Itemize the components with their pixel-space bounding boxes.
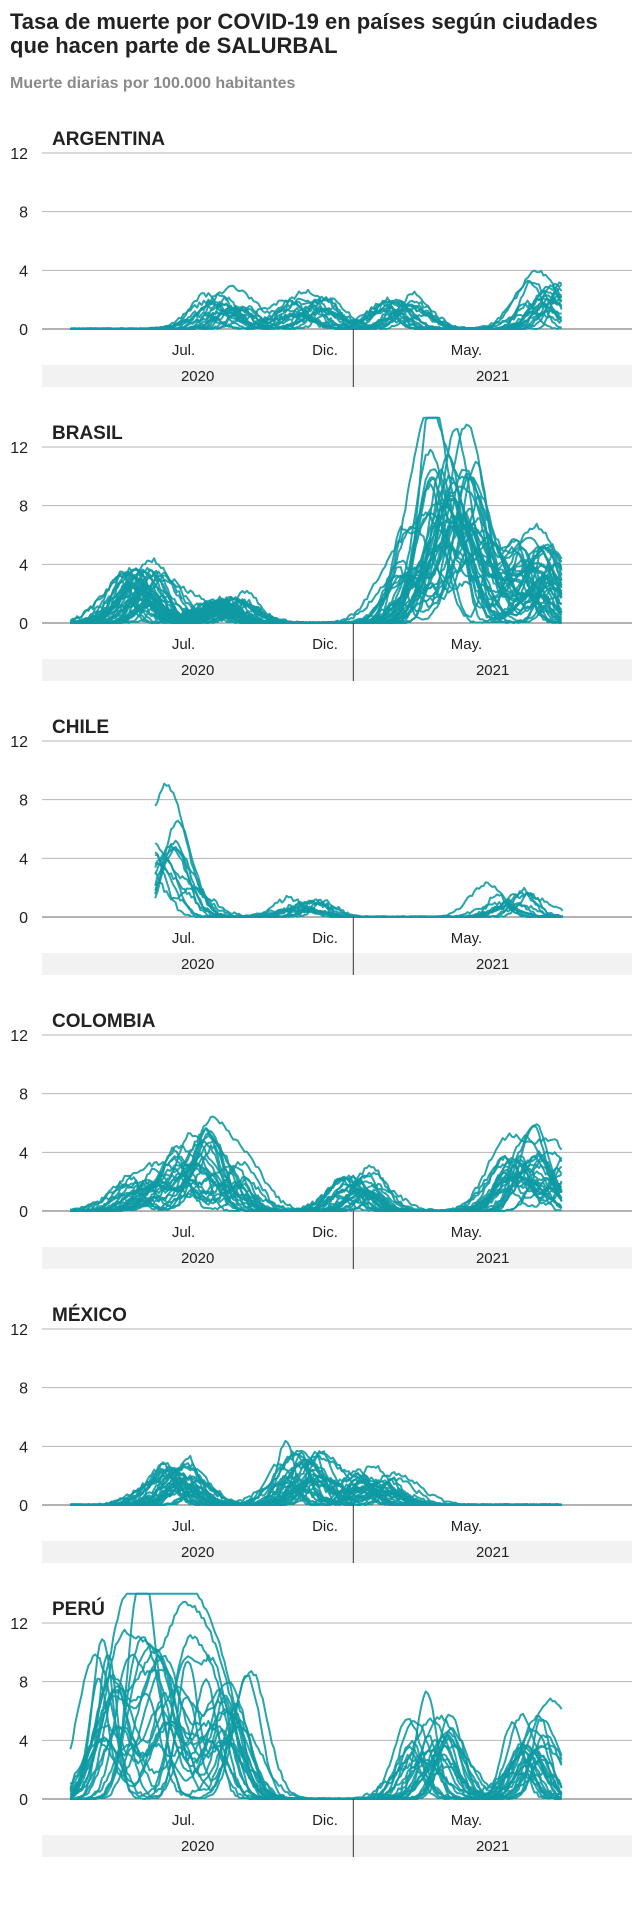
year-label: 2020 bbox=[181, 1544, 214, 1561]
y-tick-label: 4 bbox=[19, 1439, 28, 1456]
chart-title: Tasa de muerte por COVID-19 en países se… bbox=[10, 9, 598, 58]
series-line bbox=[69, 1634, 562, 1800]
y-tick-label: 0 bbox=[19, 322, 28, 339]
x-tick-label: May. bbox=[451, 930, 482, 947]
y-tick-label: 4 bbox=[19, 263, 28, 280]
y-tick-label: 4 bbox=[19, 851, 28, 868]
y-tick-label: 8 bbox=[19, 205, 28, 222]
year-label: 2020 bbox=[181, 662, 214, 679]
x-tick-label: Dic. bbox=[312, 1518, 338, 1535]
year-label: 2020 bbox=[181, 956, 214, 973]
y-tick-label: 0 bbox=[19, 1498, 28, 1515]
country-label: CHILE bbox=[52, 717, 109, 738]
y-tick-label: 4 bbox=[19, 1145, 28, 1162]
series-line bbox=[69, 1668, 562, 1800]
year-label: 2021 bbox=[476, 1250, 509, 1267]
y-tick-label: 12 bbox=[10, 1616, 28, 1633]
chart-subtitle: Muerte diarias por 100.000 habitantes bbox=[10, 75, 296, 92]
panel-1: BRASIL 0 4 8 12 Jul. Dic. May. 2020 2021 bbox=[10, 416, 632, 681]
x-tick-label: Dic. bbox=[312, 636, 338, 653]
series-line bbox=[70, 1653, 563, 1800]
year-band bbox=[42, 365, 632, 387]
x-tick-label: Jul. bbox=[172, 1518, 195, 1535]
year-label: 2021 bbox=[476, 956, 509, 973]
series-line bbox=[70, 1654, 562, 1800]
y-tick-label: 0 bbox=[19, 910, 28, 927]
year-band bbox=[42, 659, 632, 681]
y-tick-label: 12 bbox=[10, 1028, 28, 1045]
y-tick-label: 8 bbox=[19, 499, 28, 516]
year-label: 2021 bbox=[476, 368, 509, 385]
series-line bbox=[70, 1685, 563, 1800]
x-tick-label: May. bbox=[451, 636, 482, 653]
year-band bbox=[42, 953, 632, 975]
series-line bbox=[70, 1660, 562, 1800]
panel-5: PERÚ 0 4 8 12 Jul. Dic. May. 2020 2021 bbox=[10, 1592, 632, 1857]
x-tick-label: Jul. bbox=[172, 1812, 195, 1829]
x-tick-label: Jul. bbox=[172, 636, 195, 653]
series-line bbox=[69, 1654, 563, 1800]
x-tick-label: Jul. bbox=[172, 930, 195, 947]
y-tick-label: 0 bbox=[19, 1204, 28, 1221]
x-tick-label: Dic. bbox=[312, 930, 338, 947]
series-line bbox=[69, 1654, 563, 1800]
year-label: 2021 bbox=[476, 1544, 509, 1561]
y-tick-label: 0 bbox=[19, 1792, 28, 1809]
y-tick-label: 8 bbox=[19, 793, 28, 810]
year-label: 2021 bbox=[476, 1838, 509, 1855]
y-tick-label: 8 bbox=[19, 1381, 28, 1398]
y-tick-label: 12 bbox=[10, 440, 28, 457]
year-label: 2020 bbox=[181, 368, 214, 385]
country-label: PERÚ bbox=[52, 1598, 105, 1620]
series-line bbox=[154, 853, 563, 918]
country-label: COLOMBIA bbox=[52, 1011, 156, 1032]
y-tick-label: 12 bbox=[10, 1322, 28, 1339]
y-tick-label: 12 bbox=[10, 734, 28, 751]
panel-3: COLOMBIA 0 4 8 12 Jul. Dic. May. 2020 2021 bbox=[10, 1011, 632, 1269]
country-label: ARGENTINA bbox=[52, 129, 165, 150]
year-label: 2020 bbox=[181, 1250, 214, 1267]
y-tick-label: 12 bbox=[10, 146, 28, 163]
x-tick-label: Dic. bbox=[312, 1812, 338, 1829]
year-label: 2021 bbox=[476, 662, 509, 679]
x-tick-label: May. bbox=[451, 1812, 482, 1829]
x-tick-label: Jul. bbox=[172, 342, 195, 359]
panel-0: ARGENTINA 0 4 8 12 Jul. Dic. May. 2020 2021 bbox=[10, 129, 632, 387]
series-line bbox=[70, 280, 562, 330]
country-label: MÉXICO bbox=[52, 1304, 127, 1326]
y-tick-label: 0 bbox=[19, 616, 28, 633]
x-tick-label: Jul. bbox=[172, 1224, 195, 1241]
x-tick-label: Dic. bbox=[312, 342, 338, 359]
series-line bbox=[69, 1691, 562, 1800]
series-line bbox=[70, 1466, 562, 1506]
country-label: BRASIL bbox=[52, 423, 123, 444]
series-line bbox=[70, 515, 562, 624]
panel-4: MÉXICO 0 4 8 12 Jul. Dic. May. 2020 2021 bbox=[10, 1304, 632, 1563]
y-tick-label: 4 bbox=[19, 1733, 28, 1750]
x-tick-label: May. bbox=[451, 1518, 482, 1535]
year-band bbox=[42, 1541, 632, 1563]
panel-2: CHILE 0 4 8 12 Jul. Dic. May. 2020 2021 bbox=[10, 717, 632, 975]
year-band bbox=[42, 1247, 632, 1269]
year-band bbox=[42, 1835, 632, 1857]
series-line bbox=[70, 296, 563, 330]
x-tick-label: Dic. bbox=[312, 1224, 338, 1241]
y-tick-label: 8 bbox=[19, 1087, 28, 1104]
y-tick-label: 8 bbox=[19, 1675, 28, 1692]
x-tick-label: May. bbox=[451, 1224, 482, 1241]
series-line bbox=[70, 1144, 563, 1212]
x-tick-label: May. bbox=[451, 342, 482, 359]
year-label: 2020 bbox=[181, 1838, 214, 1855]
y-tick-label: 4 bbox=[19, 557, 28, 574]
series-line bbox=[70, 1146, 563, 1212]
